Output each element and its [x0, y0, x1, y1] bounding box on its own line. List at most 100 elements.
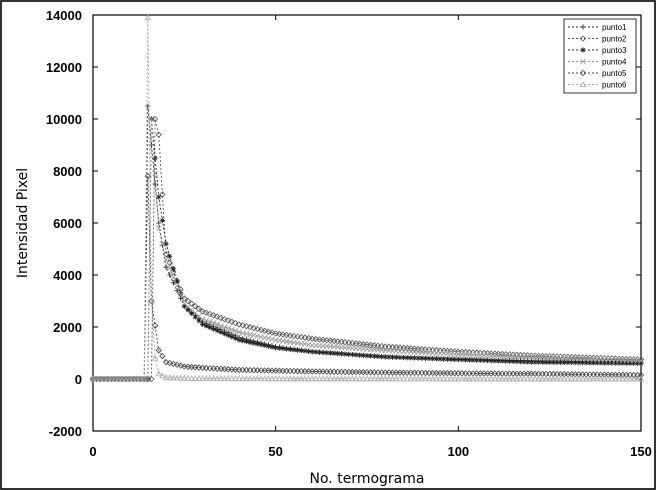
- data-point-marker: [145, 103, 151, 109]
- data-point-marker: [517, 359, 524, 365]
- data-point-marker: [638, 360, 644, 366]
- data-point-marker: [572, 360, 578, 366]
- data-point-marker: [503, 358, 509, 364]
- data-point-marker: [247, 339, 253, 345]
- data-point-marker: [159, 372, 166, 379]
- data-point-marker: [580, 47, 586, 53]
- data-point-marker: [235, 375, 243, 382]
- data-point-marker: [162, 251, 170, 258]
- data-point-marker: [561, 375, 568, 382]
- data-point-marker: [323, 337, 330, 344]
- data-point-marker: [448, 356, 454, 362]
- data-point-marker: [174, 283, 180, 289]
- data-point-marker: [166, 374, 173, 381]
- data-point-marker: [290, 375, 298, 382]
- data-point-marker: [118, 375, 126, 382]
- data-point-marker: [620, 360, 626, 366]
- data-point-marker: [568, 359, 575, 366]
- data-point-marker: [564, 375, 572, 382]
- data-point-marker: [338, 351, 345, 357]
- legend-item-punto1: punto1: [568, 23, 627, 32]
- data-point-marker: [170, 268, 177, 276]
- data-point-marker: [232, 375, 239, 382]
- data-point-marker: [476, 375, 484, 382]
- data-point-marker: [217, 314, 225, 322]
- data-point-marker: [425, 375, 433, 382]
- data-point-marker: [437, 356, 443, 362]
- data-point-marker: [189, 310, 195, 317]
- data-point-marker: [159, 217, 166, 223]
- data-point-marker: [287, 332, 294, 339]
- data-point-marker: [587, 360, 593, 366]
- data-point-marker: [579, 360, 586, 366]
- data-point-marker: [352, 340, 360, 347]
- data-point-marker: [203, 309, 210, 316]
- data-point-marker: [170, 374, 177, 381]
- data-point-marker: [455, 375, 462, 382]
- data-point-marker: [294, 375, 301, 382]
- data-point-marker: [298, 347, 304, 354]
- data-point-marker: [430, 355, 436, 362]
- data-point-marker: [159, 353, 166, 360]
- series-punto6: [89, 14, 645, 382]
- data-point-marker: [411, 375, 418, 382]
- data-point-marker: [458, 375, 466, 382]
- data-point-marker: [583, 360, 589, 366]
- y-tick-label: 12000: [46, 60, 82, 75]
- data-point-marker: [436, 375, 444, 382]
- data-point-marker: [217, 375, 225, 382]
- data-point-marker: [261, 327, 268, 334]
- data-point-marker: [283, 375, 290, 382]
- data-point-marker: [207, 318, 213, 325]
- data-point-marker: [235, 321, 243, 328]
- data-point-marker: [455, 356, 461, 363]
- data-point-marker: [221, 331, 228, 337]
- data-point-marker: [638, 357, 644, 364]
- data-point-marker: [495, 375, 502, 382]
- data-point-marker: [257, 326, 265, 334]
- legend-item-punto6: punto6: [568, 81, 627, 90]
- data-point-marker: [360, 340, 367, 348]
- data-point-marker: [188, 300, 195, 307]
- data-point-marker: [137, 375, 144, 382]
- series-punto1: [90, 103, 644, 382]
- data-point-marker: [631, 360, 637, 366]
- data-point-marker: [240, 338, 246, 344]
- data-point-marker: [331, 350, 337, 356]
- data-point-marker: [539, 375, 546, 382]
- data-point-marker: [316, 336, 323, 343]
- data-point-marker: [601, 375, 608, 382]
- data-point-marker: [498, 375, 506, 382]
- data-point-marker: [590, 360, 597, 366]
- data-point-marker: [269, 344, 275, 350]
- data-point-marker: [243, 375, 250, 382]
- data-point-marker: [184, 297, 192, 305]
- data-point-marker: [593, 375, 601, 382]
- data-point-marker: [97, 375, 104, 382]
- data-point-marker: [236, 337, 242, 343]
- data-point-marker: [276, 330, 283, 338]
- legend-label: punto4: [602, 58, 627, 67]
- data-point-marker: [177, 362, 184, 369]
- data-point-marker: [104, 375, 111, 382]
- data-point-marker: [324, 350, 330, 356]
- data-point-marker: [491, 375, 499, 382]
- data-point-marker: [181, 303, 187, 309]
- data-point-marker: [217, 322, 224, 329]
- data-point-marker: [309, 349, 315, 355]
- data-point-marker: [192, 303, 199, 310]
- legend-label: punto3: [602, 46, 627, 55]
- data-point-marker: [308, 375, 316, 382]
- data-point-marker: [301, 334, 309, 341]
- data-point-marker: [195, 305, 203, 312]
- data-point-marker: [616, 360, 622, 366]
- data-point-marker: [155, 347, 162, 354]
- legend: punto1 punto2 punto3 punto4 punto5 punto6: [563, 18, 637, 94]
- data-point-marker: [561, 359, 567, 366]
- data-point-marker: [487, 375, 495, 382]
- data-point-marker: [319, 375, 327, 382]
- data-point-marker: [615, 375, 623, 382]
- data-point-marker: [484, 357, 491, 364]
- data-point-marker: [203, 317, 210, 324]
